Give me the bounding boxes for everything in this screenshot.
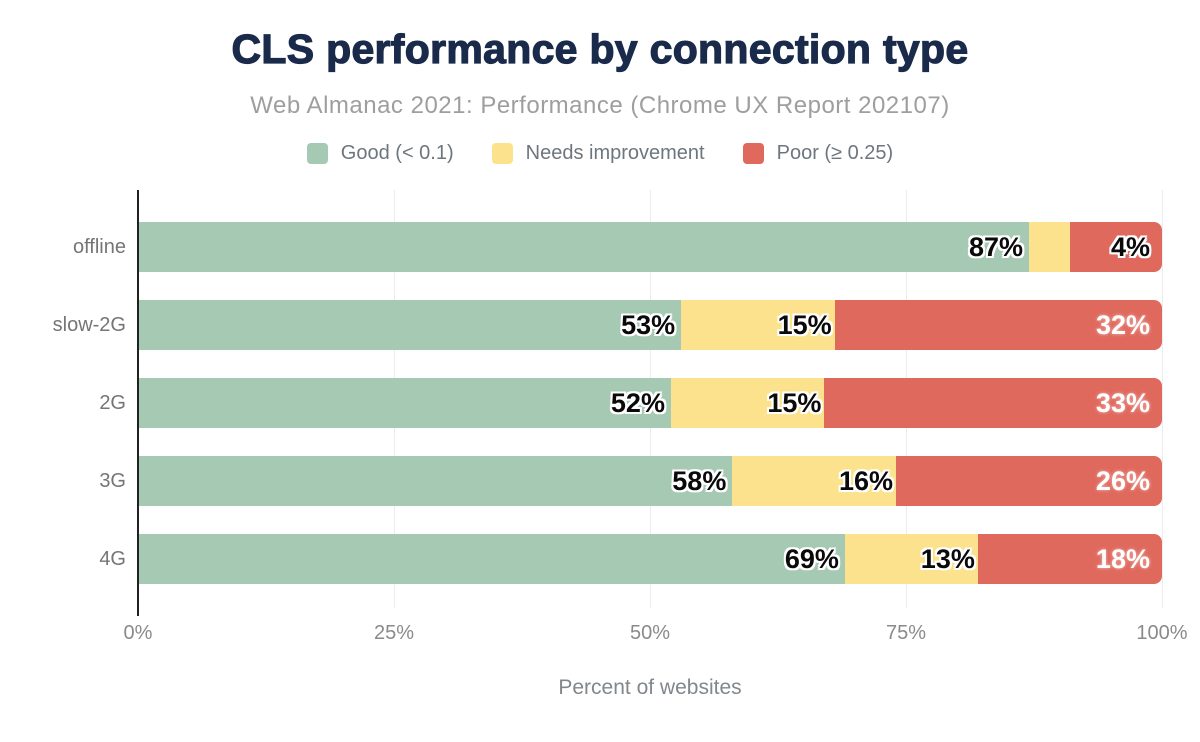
legend-swatch-poor bbox=[742, 143, 764, 164]
legend-swatch-needs-improvement bbox=[491, 143, 513, 164]
category-label-slow-2G: slow-2G bbox=[52, 314, 126, 336]
legend-swatch-good bbox=[306, 143, 328, 164]
legend-label-poor: Poor (≥ 0.25) bbox=[776, 142, 894, 164]
bar-row-offline: 87% 4% bbox=[139, 222, 1162, 272]
category-label-offline: offline bbox=[72, 236, 126, 258]
x-tick-label-0: 0% bbox=[123, 622, 153, 644]
legend-item-good: Good (< 0.1) bbox=[306, 142, 454, 165]
x-tick-label-50: 50% bbox=[629, 622, 671, 644]
bar-segment-poor: 18% bbox=[977, 534, 1162, 584]
bar-segment-needs-improvement bbox=[1029, 222, 1070, 272]
legend: Good (< 0.1) Needs improvement Poor (≥ 0.2… bbox=[0, 142, 1200, 165]
value-label: 16% bbox=[838, 465, 893, 496]
chart-title: CLS performance by connection type bbox=[231, 25, 969, 72]
value-label: 87% bbox=[968, 231, 1023, 262]
legend-item-needs-improvement: Needs improvement bbox=[491, 142, 705, 165]
category-label-3G: 3G bbox=[99, 470, 126, 492]
value-label: 13% bbox=[920, 543, 975, 574]
bar-segment-poor: 26% bbox=[896, 456, 1162, 506]
category-label-2G: 2G bbox=[99, 392, 126, 414]
value-label: 18% bbox=[1095, 543, 1150, 574]
chart-subtitle: Web Almanac 2021: Performance (Chrome UX… bbox=[250, 92, 950, 119]
bar-segment-good: 58% bbox=[139, 456, 733, 506]
bar-row-slow-2G: 53% 15% 32% bbox=[139, 300, 1162, 350]
value-label: 15% bbox=[767, 387, 822, 418]
value-label: 53% bbox=[621, 309, 676, 340]
x-axis-title: Percent of websites bbox=[558, 676, 742, 699]
plot-area: offline 87% 4% slow-2G 53% 15% 32% 2G 52% 15% 33% 3… bbox=[0, 190, 1200, 616]
bar-segment-needs-improvement: 15% bbox=[681, 300, 835, 350]
bar-segment-good: 69% bbox=[139, 534, 845, 584]
category-label-4G: 4G bbox=[99, 548, 126, 570]
bar-segment-poor: 32% bbox=[834, 300, 1162, 350]
x-tick-label-25: 25% bbox=[373, 622, 415, 644]
bar-segment-good: 87% bbox=[139, 222, 1029, 272]
bar-segment-poor: 4% bbox=[1069, 222, 1162, 272]
legend-label-good: Good (< 0.1) bbox=[340, 142, 454, 164]
legend-label-needs-improvement: Needs improvement bbox=[525, 142, 705, 164]
gridline-100 bbox=[1162, 190, 1163, 608]
value-label: 52% bbox=[610, 387, 665, 418]
bar-segment-needs-improvement: 16% bbox=[732, 456, 896, 506]
legend-item-poor: Poor (≥ 0.25) bbox=[742, 142, 894, 165]
value-label: 26% bbox=[1095, 465, 1150, 496]
bar-segment-needs-improvement: 15% bbox=[670, 378, 825, 428]
x-tick-label-75: 75% bbox=[885, 622, 927, 644]
bar-segment-needs-improvement: 13% bbox=[844, 534, 978, 584]
bar-row-3G: 58% 16% 26% bbox=[139, 456, 1162, 506]
value-label: 58% bbox=[672, 465, 727, 496]
value-label: 69% bbox=[784, 543, 839, 574]
value-label: 4% bbox=[1110, 231, 1150, 262]
value-label: 32% bbox=[1095, 309, 1150, 340]
value-label: 15% bbox=[777, 309, 832, 340]
x-tick-label-100: 100% bbox=[1136, 622, 1188, 644]
value-label: 33% bbox=[1095, 387, 1150, 418]
bar-row-4G: 69% 13% 18% bbox=[139, 534, 1162, 584]
bar-segment-good: 52% bbox=[139, 378, 671, 428]
bar-row-2G: 52% 15% 33% bbox=[139, 378, 1162, 428]
bar-segment-good: 53% bbox=[139, 300, 682, 350]
bar-segment-poor: 33% bbox=[824, 378, 1162, 428]
y-axis-line bbox=[137, 190, 139, 616]
